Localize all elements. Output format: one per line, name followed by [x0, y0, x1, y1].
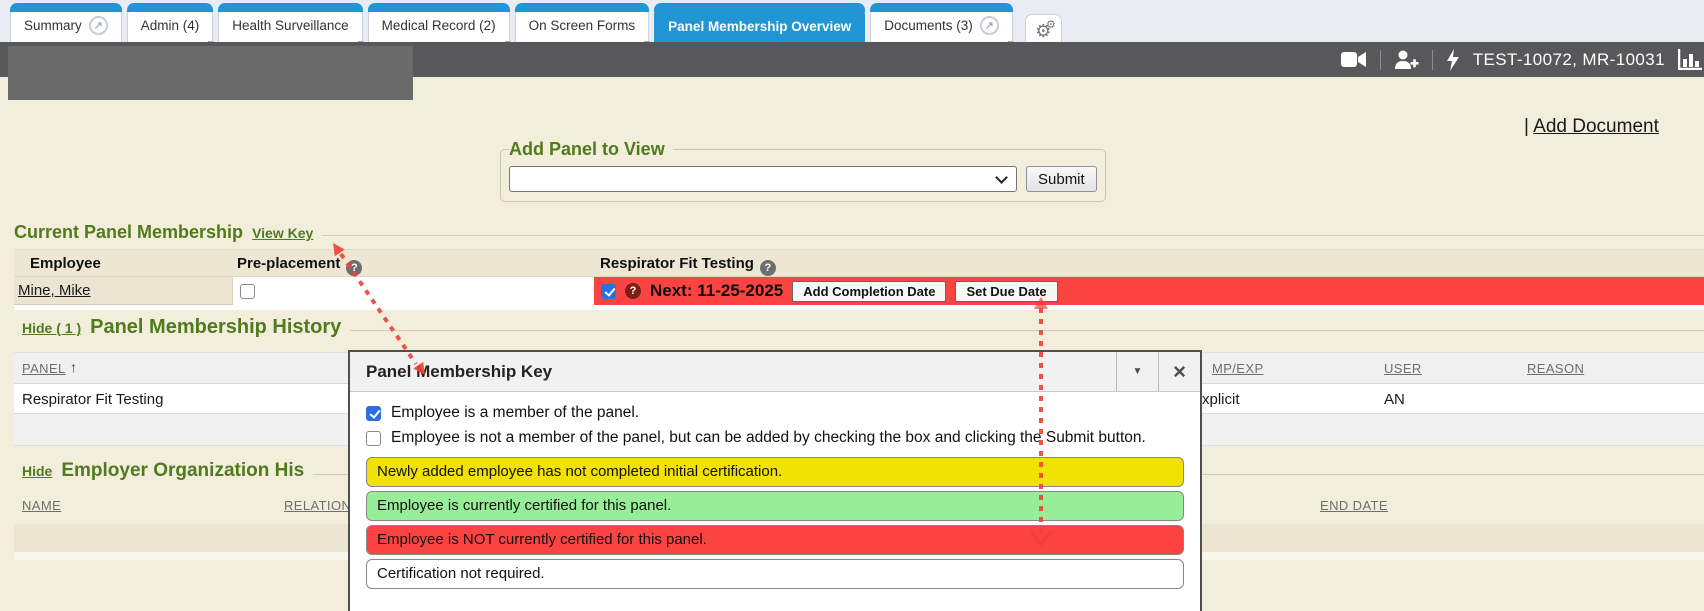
comp-exp-cell: xplicit [1202, 391, 1240, 408]
next-due-label: Next: 11-25-2025 [650, 281, 784, 300]
video-camera-icon[interactable] [1340, 51, 1367, 68]
tab-label: Health Surveillance [232, 18, 349, 33]
user-cell: AN [1384, 391, 1405, 408]
panel-membership-key-dialog: Panel Membership Key ▼ × Employee is a m… [348, 350, 1202, 611]
column-header-user[interactable]: USER [1384, 361, 1422, 376]
key-checkbox-row: Employee is a member of the panel. [366, 404, 1184, 422]
collapse-button[interactable]: ▼ [1116, 352, 1158, 391]
tab-label: Admin (4) [140, 18, 200, 33]
column-header-relationship[interactable]: RELATION [284, 498, 352, 513]
member-example-checkbox [366, 405, 381, 421]
sort-ascending-icon[interactable]: ↑ [70, 359, 77, 375]
pre-placement-checkbox[interactable] [240, 283, 255, 299]
non-member-example-checkbox [366, 430, 381, 446]
column-header-pre-placement: Pre-placement? [237, 255, 363, 276]
open-in-new-icon[interactable]: ↗ [979, 16, 999, 35]
open-in-new-icon[interactable]: ↗ [88, 16, 108, 35]
tab-panel-membership-overview[interactable]: Panel Membership Overview [654, 3, 866, 44]
record-id: TEST-10072, MR-10031 [1472, 49, 1665, 69]
divider [350, 330, 1704, 331]
set-due-date-button[interactable]: Set Due Date [955, 280, 1058, 302]
submit-button[interactable]: Submit [1026, 166, 1097, 192]
hide-history-link[interactable]: Hide ( 1 ) [22, 320, 82, 336]
help-icon[interactable]: ? [759, 260, 776, 276]
panel-name-cell: Respirator Fit Testing [22, 391, 164, 408]
column-header-comp-exp[interactable]: MP/EXP [1212, 361, 1264, 376]
divider: | [1524, 116, 1529, 137]
key-status-white: Certification not required. [366, 559, 1184, 589]
key-text: Employee is not a member of the panel, b… [391, 429, 1146, 446]
help-icon[interactable]: ? [346, 260, 363, 276]
tab-strip: Summary ↗ Admin (4) Health Surveillance … [0, 0, 1704, 48]
dialog-title: Panel Membership Key [366, 361, 553, 381]
tab-bar: Summary ↗ Admin (4) Health Surveillance … [0, 0, 1704, 48]
close-icon[interactable]: × [1158, 352, 1200, 391]
person-add-icon[interactable] [1394, 50, 1419, 70]
pre-placement-cell [233, 277, 594, 305]
key-status-red: Employee is NOT currently certified for … [366, 525, 1184, 555]
key-text: Employee is a member of the panel. [391, 404, 640, 421]
dialog-title-bar: Panel Membership Key ▼ × [350, 352, 1200, 392]
divider [1379, 49, 1381, 70]
respirator-checkbox[interactable] [601, 283, 616, 299]
key-status-green: Employee is currently certified for this… [366, 491, 1184, 521]
panel-select-wrap [509, 166, 1017, 192]
section-title: Panel Membership History [90, 316, 342, 338]
tab-health-surveillance[interactable]: Health Surveillance [218, 3, 364, 47]
tab-medical-record[interactable]: Medical Record (2) [367, 3, 511, 47]
respirator-status-cell: ? Next: 11-25-2025 Add Completion Date S… [594, 277, 1704, 305]
column-header-panel[interactable]: PANEL [22, 361, 66, 376]
divider [14, 305, 1704, 310]
tab-label: On Screen Forms [528, 18, 636, 33]
tab-label: Panel Membership Overview [668, 19, 852, 34]
column-header-employee: Employee [30, 255, 101, 272]
add-completion-date-button[interactable]: Add Completion Date [792, 280, 947, 302]
tab-label: Documents (3) [884, 18, 973, 33]
key-checkbox-row: Employee is not a member of the panel, b… [366, 429, 1184, 447]
add-panel-fieldset: Add Panel to View Submit [500, 139, 1106, 202]
employer-header-row: NAME RELATION END DATE [14, 492, 1704, 520]
hide-employer-link[interactable]: Hide [22, 463, 53, 479]
add-document-link[interactable]: Add Document [1533, 116, 1659, 137]
employee-cell: Mine, Mike [14, 277, 233, 305]
bar-chart-icon[interactable] [1678, 49, 1702, 70]
lightning-bolt-icon[interactable] [1446, 48, 1460, 71]
tab-label: Medical Record (2) [381, 18, 496, 33]
divider [1431, 49, 1433, 70]
tab-admin[interactable]: Admin (4) [126, 3, 214, 47]
divider [322, 235, 1704, 236]
section-title: Employer Organization His [61, 460, 305, 481]
collapsed-panel [8, 46, 413, 100]
section-title: Current Panel Membership [14, 222, 244, 242]
column-header-reason[interactable]: REASON [1527, 361, 1585, 376]
add-panel-legend: Add Panel to View [509, 139, 665, 159]
tab-documents[interactable]: Documents (3) ↗ [870, 3, 1014, 47]
patient-header-right: TEST-10072, MR-10031 [1340, 42, 1704, 77]
column-header-end-date[interactable]: END DATE [1320, 498, 1388, 513]
help-icon[interactable]: ? [625, 283, 641, 299]
panel-select[interactable] [509, 166, 1017, 192]
tab-label: Summary [24, 18, 82, 33]
view-key-link[interactable]: View Key [252, 225, 314, 241]
add-panel-controls: Submit [509, 166, 1097, 192]
current-panel-header-row: Employee Pre-placement? Respirator Fit T… [14, 249, 1704, 277]
gear-icon: ⚙ [1035, 21, 1052, 41]
dialog-body: Employee is a member of the panel. Emplo… [350, 392, 1200, 589]
tab-summary[interactable]: Summary ↗ [10, 3, 122, 42]
employee-link[interactable]: Mine, Mike [18, 282, 91, 299]
gear-small-icon: ⚙ [1045, 19, 1056, 31]
current-panel-section-head: Current Panel Membership View Key [14, 222, 1704, 243]
history-section-head: Hide ( 1 ) Panel Membership History [22, 316, 1704, 339]
column-header-respirator: Respirator Fit Testing? [600, 255, 776, 276]
tab-on-screen-forms[interactable]: On Screen Forms [514, 3, 650, 47]
add-document-row: | Add Document [1524, 116, 1659, 138]
key-status-yellow: Newly added employee has not completed i… [366, 457, 1184, 487]
table-row: Mine, Mike ? Next: 11-25-2025 Add Comple… [14, 277, 1704, 305]
column-header-name[interactable]: NAME [22, 498, 62, 513]
